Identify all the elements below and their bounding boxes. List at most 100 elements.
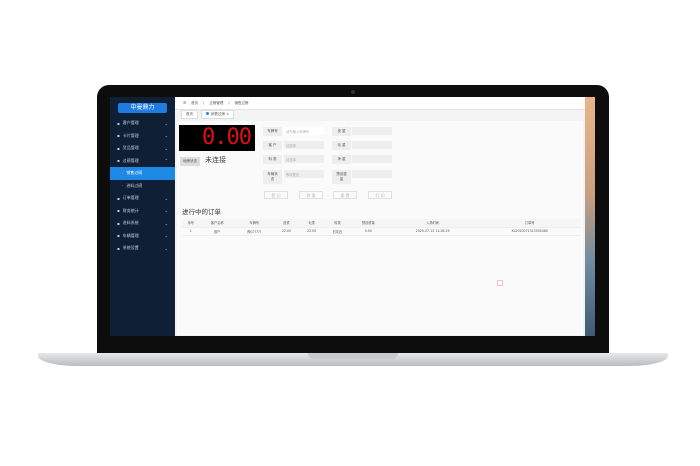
car-icon: ▪: [117, 233, 120, 239]
material-label: 料 类: [263, 155, 282, 164]
plate-label: 车牌号: [263, 127, 282, 136]
orders-title: 进行中的订单: [182, 208, 221, 216]
customer-label: 客 户: [263, 141, 282, 150]
vehicle-status-field: 等待登记: [284, 170, 324, 178]
sidebar-item[interactable]: ▪ 订单管理 ⌄: [110, 192, 175, 205]
sidebar-item[interactable]: ▪ 进料系统 ⌄: [110, 217, 175, 230]
breadcrumb-weighing[interactable]: 过磅管理: [209, 100, 224, 105]
reset-button[interactable]: 重 置: [333, 191, 357, 199]
column-header: 订单号: [479, 219, 580, 228]
chevron-icon: ⌄: [164, 208, 168, 214]
laptop-notch: [308, 353, 398, 359]
table-cell: 22.00: [273, 227, 300, 236]
tab-sales-weighing[interactable]: 销售过磅 ×: [201, 110, 235, 119]
sidebar-item-label: 过磅管理: [122, 157, 139, 163]
table-cell: XL2020071313500480: [479, 227, 580, 236]
chevron-icon: ⌄: [164, 220, 168, 226]
plate-input[interactable]: 请先输入车牌号: [284, 127, 324, 135]
table-row[interactable]: 1 散户 豫G????? 22.00 22.00 石灰石 0.00 2020-07-13 11…: [182, 227, 580, 236]
chevron-icon: ⌄: [164, 145, 168, 151]
sidebar-item-label: 进料系统: [122, 220, 139, 226]
table-cell: 豫G?????: [234, 227, 274, 236]
print-button[interactable]: 打 印: [368, 191, 392, 199]
material-select[interactable]: 请选择: [284, 155, 324, 163]
preset-label: 预设重量: [332, 170, 351, 184]
column-header: 入场时间: [385, 219, 480, 228]
chevron-icon: ⌄: [164, 195, 168, 201]
scale-display: 0.00: [179, 125, 255, 151]
net-field: [352, 155, 392, 163]
chevron-icon: ⌄: [164, 233, 168, 239]
table-cell: 2020-07-13 11:28:19: [385, 227, 480, 236]
background-photo: [585, 97, 595, 336]
sidebar-item[interactable]: ▪ 车辆管理 ⌄: [110, 230, 175, 243]
sidebar-item[interactable]: ▪ 卡片管理 ⌄: [110, 130, 175, 143]
sidebar-item-label: 进料过磅: [126, 182, 143, 188]
breadcrumb-sales: 销售过磅: [234, 100, 249, 105]
table-cell: 22.00: [299, 227, 325, 236]
tare-field: [352, 127, 392, 135]
table-cell: 石灰石: [324, 227, 351, 236]
tare-label: 皮 重: [332, 127, 351, 136]
sidebar-item-label: 货品管理: [122, 145, 139, 151]
chevron-icon: ⌄: [164, 133, 168, 139]
net-label: 净 重: [332, 155, 351, 164]
column-header: 料类: [324, 219, 351, 228]
card-icon: ▪: [117, 133, 120, 139]
sidebar-item[interactable]: ▪ 货品管理 ⌄: [110, 142, 175, 155]
column-header: 毛重: [299, 219, 325, 228]
screen: 中曼鼎力 ▪ 客户管理 ⌄ ▪ 卡片管理 ⌄ ▪ 货品管理 ⌄ ▪ 过磅管理 ⌃ · 销售过磅 · 进料过磅 ▪…: [110, 97, 595, 336]
sidebar-item[interactable]: · 销售过磅: [110, 167, 175, 180]
truck-icon: ▪: [117, 220, 120, 226]
breadcrumb-home[interactable]: 首页: [191, 100, 199, 105]
tab-home[interactable]: 首页: [181, 110, 198, 119]
customer-select[interactable]: 请选择: [284, 141, 324, 149]
scale-status-label: 地磅状态: [180, 157, 200, 166]
gross-label: 毛 重: [332, 141, 351, 150]
column-header: 预设重量: [350, 219, 386, 228]
orders-table: 序号 客户名称 车牌号 皮重 毛重 料类 预设重量 入场时间 订单号 1 散户 豫G????? 22.…: [182, 219, 580, 236]
sidebar-item[interactable]: · 进料过磅: [110, 180, 175, 193]
sidebar-item[interactable]: ▪ 财务统计 ⌄: [110, 205, 175, 218]
table-cell: 0.00: [350, 227, 386, 236]
order-icon: ▪: [117, 195, 120, 201]
preset-field[interactable]: [352, 170, 392, 178]
scale-status: 未连接: [205, 156, 226, 164]
sidebar-item[interactable]: ▪ 过磅管理 ⌃: [110, 155, 175, 168]
chevron-icon: ⌃: [164, 158, 168, 164]
sidebar-item[interactable]: ▪ 客户管理 ⌄: [110, 117, 175, 130]
table-cell: 1: [182, 227, 200, 236]
yen-icon: ▪: [117, 208, 120, 214]
sidebar-item-label: 客户管理: [122, 120, 139, 126]
vehicle-status-label: 车辆状态: [263, 170, 282, 184]
sidebar-item[interactable]: ▪ 系统设置 ⌄: [110, 242, 175, 255]
sidebar-item-label: 车辆管理: [122, 232, 139, 238]
sidebar-item-label: 系统设置: [122, 245, 139, 251]
column-header: 皮重: [273, 219, 300, 228]
sidebar: 中曼鼎力 ▪ 客户管理 ⌄ ▪ 卡片管理 ⌄ ▪ 货品管理 ⌄ ▪ 过磅管理 ⌃ · 销售过磅 · 进料过磅 ▪…: [110, 97, 175, 336]
register-button[interactable]: 登 记: [264, 191, 288, 199]
column-header: 车牌号: [234, 219, 274, 228]
dot-icon: ·: [122, 183, 124, 189]
sidebar-item-label: 卡片管理: [122, 132, 139, 138]
user-icon: ▪: [117, 120, 120, 126]
camera: [351, 90, 355, 94]
gear-icon: ▪: [117, 245, 120, 251]
chevron-icon: ⌄: [164, 120, 168, 126]
laptop-base: [38, 353, 668, 366]
gross-field: [352, 141, 392, 149]
top-bar: ☰ 首页 / 过磅管理 / 销售过磅: [175, 97, 585, 110]
weigh-button[interactable]: 称 重: [299, 191, 323, 199]
menu-toggle-icon[interactable]: ☰: [183, 101, 187, 105]
sidebar-item-label: 订单管理: [122, 195, 139, 201]
column-header: 序号: [182, 219, 200, 228]
table-cell: 散户: [199, 227, 235, 236]
tab-bar: 首页 销售过磅 ×: [175, 110, 585, 119]
main: ☰ 首页 / 过磅管理 / 销售过磅 首页 销售过磅 × 0.00 地磅状态 未连接…: [175, 97, 585, 336]
box-icon: ▪: [117, 145, 120, 151]
column-header: 客户名称: [199, 219, 235, 228]
chevron-icon: ⌄: [164, 245, 168, 251]
sidebar-item-label: 销售过磅: [126, 170, 143, 176]
sidebar-item-label: 财务统计: [122, 207, 139, 213]
scale-icon: ▪: [117, 158, 120, 164]
